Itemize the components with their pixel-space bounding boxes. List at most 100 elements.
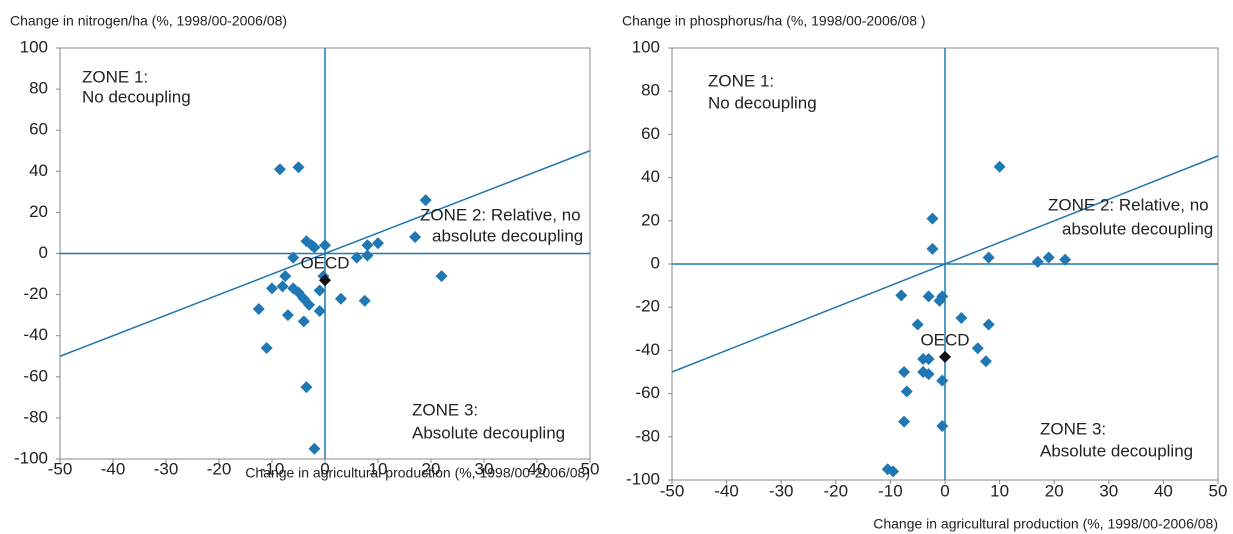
zone-annotation: absolute decoupling — [432, 226, 583, 245]
x-tick-label: -20 — [824, 481, 849, 500]
scatter-point — [361, 249, 374, 262]
scatter-point — [979, 355, 992, 368]
scatter-point — [266, 282, 278, 295]
x-tick-label: -10 — [878, 481, 903, 500]
scatter-point — [898, 366, 911, 378]
x-tick-label: -10 — [260, 459, 285, 478]
y-tick-label: -100 — [626, 469, 660, 488]
scatter-point — [900, 385, 913, 398]
y-tick-label: 100 — [20, 37, 48, 56]
y-tick-label: -60 — [635, 383, 660, 402]
scatter-point — [279, 270, 292, 283]
scatter-point — [350, 251, 363, 264]
scatter-point — [303, 298, 316, 311]
y-tick-label: 0 — [39, 243, 48, 262]
scatter-point — [308, 442, 321, 455]
scatter-point — [993, 160, 1006, 173]
scatter-point — [955, 312, 968, 324]
point-label: OECD — [920, 330, 969, 349]
x-tick-label: -50 — [660, 481, 685, 500]
scatter-point — [281, 309, 294, 322]
parity-line — [59, 150, 591, 357]
scatter-point — [939, 350, 951, 363]
x-tick-label: 50 — [1209, 481, 1228, 500]
x-tick-label: 0 — [320, 459, 329, 478]
x-tick-label: 0 — [940, 481, 949, 500]
y-tick-label: 20 — [641, 210, 660, 229]
x-tick-label: -30 — [154, 459, 179, 478]
zone-annotation: ZONE 3: — [1040, 419, 1106, 438]
scatter-point — [313, 284, 326, 297]
y-tick-label: -40 — [635, 340, 660, 359]
zone-annotation: ZONE 1: — [82, 67, 148, 86]
scatter-point — [982, 318, 995, 331]
scatter-point — [300, 381, 313, 394]
scatter-point — [287, 251, 300, 264]
y-tick-label: -20 — [23, 284, 48, 303]
y-tick-label: 60 — [29, 120, 48, 139]
y-tick-label: 80 — [29, 79, 48, 98]
parity-line — [671, 155, 1219, 373]
x-tick-label: -40 — [714, 481, 739, 500]
scatter-point — [933, 294, 946, 307]
scatter-point — [982, 251, 995, 264]
scatter-point — [276, 280, 289, 293]
x-tick-label: 10 — [990, 481, 1009, 500]
x-tick-label: 50 — [581, 459, 600, 478]
x-tick-label: -30 — [769, 481, 794, 500]
scatter-point — [419, 194, 432, 207]
scatter-point — [936, 374, 949, 387]
scatter-point — [887, 465, 900, 478]
scatter-point — [926, 242, 939, 255]
scatter-point — [971, 342, 984, 355]
x-tick-label: 30 — [1099, 481, 1118, 500]
y-axis-label: Change in phosphorus/ha (%, 1998/00-2006… — [622, 13, 926, 29]
zone-annotation: No decoupling — [82, 87, 191, 106]
scatter-point — [273, 163, 286, 176]
scatter-point — [358, 294, 371, 307]
zone-annotation: ZONE 2: Relative, no — [420, 205, 581, 224]
y-tick-label: 0 — [651, 253, 660, 272]
y-tick-label: -80 — [635, 426, 660, 445]
scatter-point — [319, 239, 331, 252]
point-label: OECD — [300, 254, 349, 273]
scatter-point — [435, 270, 448, 283]
scatter-point — [319, 274, 331, 287]
scatter-point — [372, 237, 384, 250]
y-tick-label: 100 — [632, 37, 660, 56]
x-tick-label: 40 — [1154, 481, 1173, 500]
zone-annotation: ZONE 3: — [412, 400, 478, 419]
scatter-point — [911, 318, 924, 331]
scatter-point — [1059, 253, 1072, 266]
scatter-point — [922, 353, 935, 366]
scatter-point — [409, 231, 422, 244]
zone-annotation: absolute decoupling — [1062, 219, 1213, 238]
scatter-point — [936, 420, 949, 432]
zone-annotation: Absolute decoupling — [412, 423, 565, 442]
y-tick-label: -60 — [23, 366, 48, 385]
y-tick-label: 20 — [29, 202, 48, 221]
zone-annotation: ZONE 2: Relative, no — [1048, 195, 1209, 214]
x-tick-label: 30 — [475, 459, 494, 478]
zone-annotation: ZONE 1: — [708, 71, 774, 90]
x-tick-label: -20 — [207, 459, 232, 478]
scatter-point — [926, 212, 939, 225]
scatter-point — [260, 342, 273, 355]
y-tick-label: 80 — [641, 81, 660, 100]
scatter-point — [898, 415, 911, 428]
scatter-point — [313, 305, 326, 318]
y-tick-label: -100 — [14, 448, 48, 467]
scatter-point — [305, 239, 318, 252]
y-tick-label: -40 — [23, 325, 48, 344]
x-tick-label: 20 — [1045, 481, 1064, 500]
x-axis-label: Change in agricultural production (%, 19… — [245, 465, 590, 481]
scatter-point — [292, 161, 305, 174]
zone-annotation: Absolute decoupling — [1040, 441, 1193, 460]
x-tick-label: 20 — [422, 459, 441, 478]
x-tick-label: -50 — [48, 459, 73, 478]
x-tick-label: -40 — [101, 459, 126, 478]
scatter-point — [334, 292, 347, 305]
y-tick-label: 60 — [641, 124, 660, 143]
y-tick-label: -20 — [635, 297, 660, 316]
zone-annotation: No decoupling — [708, 93, 817, 112]
